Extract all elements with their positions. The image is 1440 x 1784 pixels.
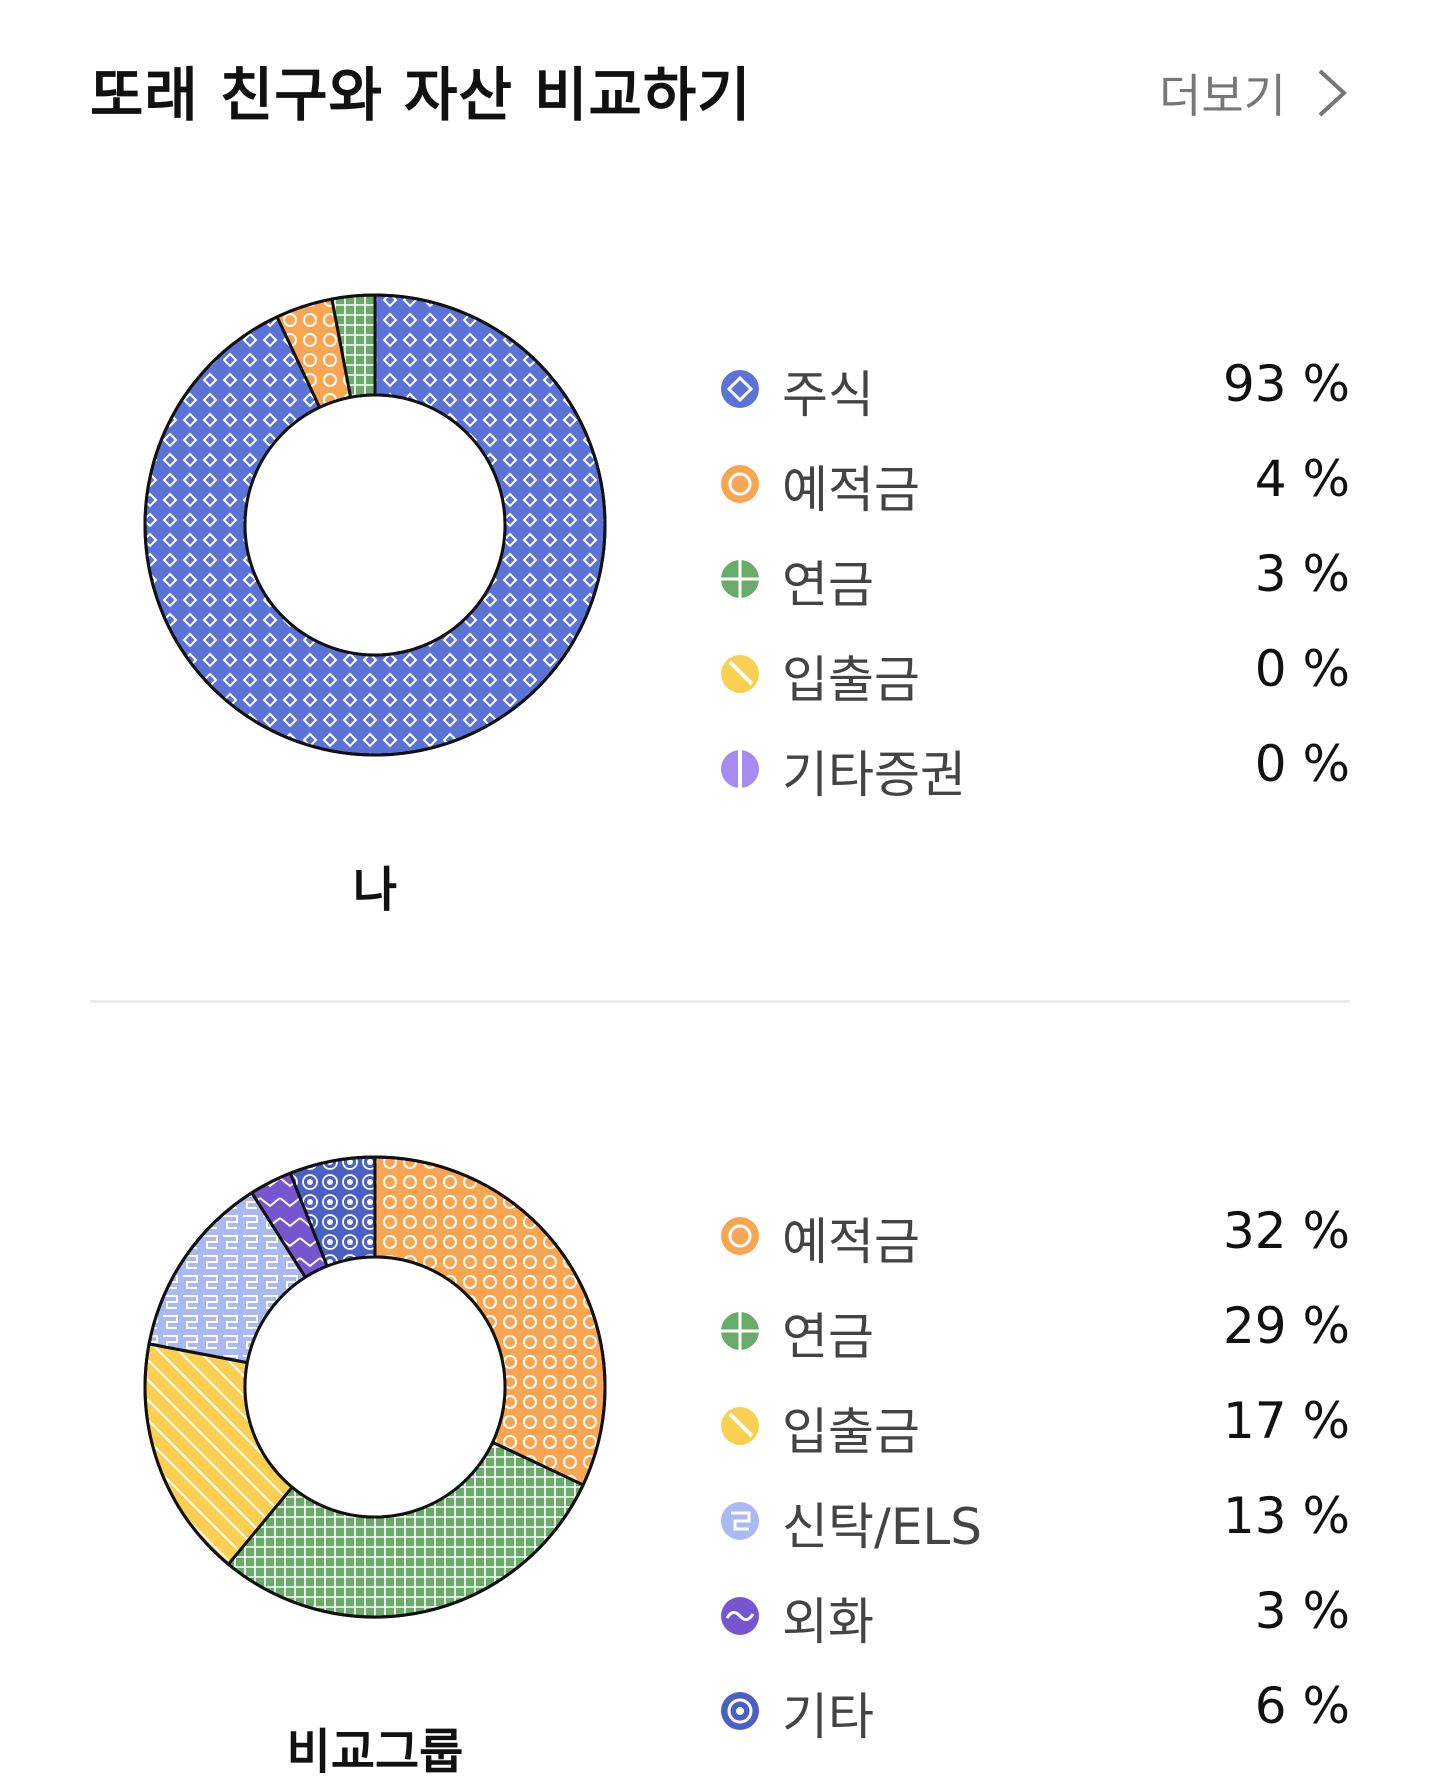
section-header: 또래 친구와 자산 비교하기 더보기 — [90, 40, 1350, 130]
legend-item: 연금 29 % — [720, 1287, 1350, 1382]
target-pattern-icon — [721, 1692, 759, 1730]
grid-pattern-icon — [721, 1312, 759, 1350]
legend-item: 외화 3 % — [720, 1572, 1350, 1667]
chevron-right-icon — [1318, 69, 1347, 117]
legend-value: 4 % — [1254, 450, 1350, 508]
donut-outline — [143, 293, 607, 757]
legend-value: 0 % — [1254, 640, 1350, 698]
more-label: 더보기 — [1159, 69, 1286, 123]
group-chart-caption: 비교그룹 — [286, 1724, 464, 1780]
donut-svg — [143, 1155, 607, 1619]
legend-label: 예적금 — [782, 1213, 920, 1271]
donut-svg — [143, 293, 607, 757]
legend-item: 연금 3 % — [720, 535, 1350, 630]
legend-label: 기타증권 — [782, 746, 966, 804]
diamond-pattern-icon — [721, 370, 759, 408]
group-chart-legend: 예적금 32 % 연금 29 % 입출금 17 % 신탁/ELS 13 % 외화 3 % 기타 6 % — [720, 1192, 1350, 1762]
my-chart-caption: 나 — [352, 862, 398, 918]
legend-value: 93 % — [1222, 355, 1350, 413]
grid-pattern-icon — [721, 560, 759, 598]
wave-pattern-icon — [721, 1597, 759, 1635]
legend-value: 13 % — [1222, 1487, 1350, 1545]
legend-value: 3 % — [1254, 545, 1350, 603]
legend-label: 입출금 — [782, 1403, 920, 1461]
donut-hole — [243, 1255, 507, 1519]
half-pattern-icon — [721, 750, 759, 788]
legend-label: 입출금 — [782, 651, 920, 709]
legend-value: 0 % — [1254, 735, 1350, 793]
legend-value: 6 % — [1254, 1677, 1350, 1735]
stripe-pattern-icon — [721, 1407, 759, 1445]
legend-value: 3 % — [1254, 1582, 1350, 1640]
legend-label: 연금 — [782, 1308, 874, 1366]
legend-value: 17 % — [1222, 1392, 1350, 1450]
legend-item: 기타 6 % — [720, 1667, 1350, 1762]
legend-item: 예적금 32 % — [720, 1192, 1350, 1287]
legend-item: 신탁/ELS 13 % — [720, 1477, 1350, 1572]
legend-item: 예적금 4 % — [720, 440, 1350, 535]
legend-item: 입출금 17 % — [720, 1382, 1350, 1477]
legend-item: 기타증권 0 % — [720, 725, 1350, 820]
legend-item: 입출금 0 % — [720, 630, 1350, 725]
legend-label: 예적금 — [782, 461, 920, 519]
circle-pattern-icon — [721, 465, 759, 503]
meander-pattern-icon — [721, 1502, 759, 1540]
legend-value: 32 % — [1222, 1202, 1350, 1260]
circle-pattern-icon — [721, 1217, 759, 1255]
stripe-pattern-icon — [721, 655, 759, 693]
group-donut-chart — [140, 1152, 610, 1622]
legend-value: 29 % — [1222, 1297, 1350, 1355]
legend-label: 기타 — [782, 1688, 874, 1746]
legend-label: 주식 — [782, 366, 874, 424]
more-button[interactable]: 더보기 — [1159, 60, 1350, 126]
section-divider — [90, 1000, 1350, 1003]
my-donut-chart — [140, 290, 610, 760]
legend-label: 신탁/ELS — [782, 1498, 983, 1556]
legend-item: 주식 93 % — [720, 345, 1350, 440]
donut-outline — [143, 1155, 607, 1619]
page-title: 또래 친구와 자산 비교하기 — [90, 61, 752, 129]
legend-label: 외화 — [782, 1593, 874, 1651]
legend-label: 연금 — [782, 556, 874, 614]
donut-hole — [243, 393, 507, 657]
my-chart-legend: 주식 93 % 예적금 4 % 연금 3 % 입출금 0 % 기타증권 0 % — [720, 345, 1350, 820]
